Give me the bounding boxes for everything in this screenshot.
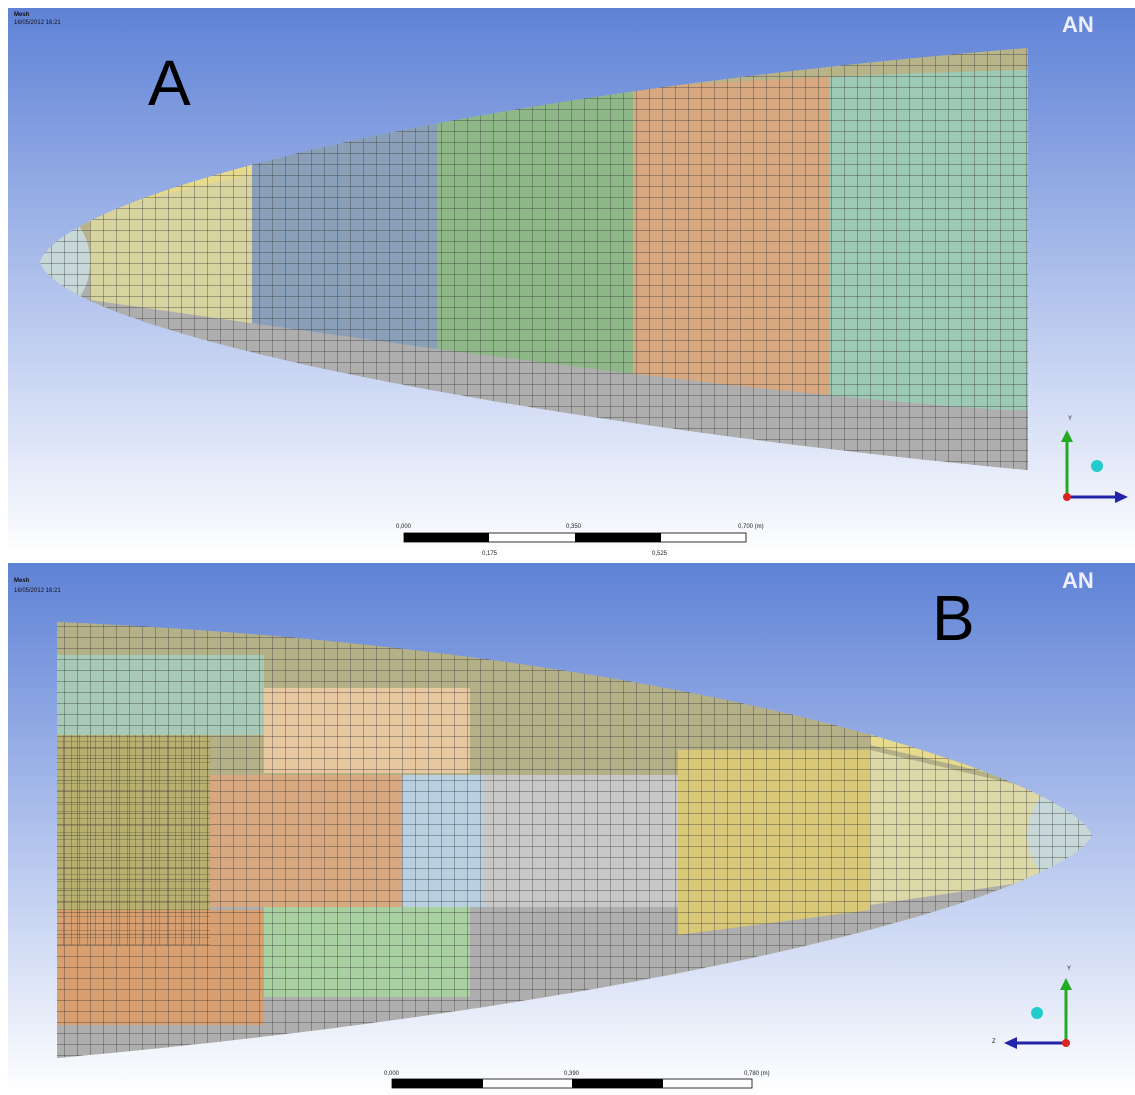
axis-triad: Y Z xyxy=(992,966,1072,1049)
scale-label: 0,390 xyxy=(564,1071,580,1077)
scale-label: 0,175 xyxy=(482,551,498,557)
scale-label: 0,700 (m) xyxy=(738,524,764,530)
scale-label: 0,780 (m) xyxy=(744,1071,770,1077)
scale-label: 0,000 xyxy=(384,1071,400,1077)
logo: AN xyxy=(1062,568,1094,593)
header-date: 16/05/2012 16:21 xyxy=(14,588,61,594)
axis-triad: Y xyxy=(1061,416,1128,503)
scale-bar: 0,000 0,390 0,780 (m) xyxy=(384,1071,770,1089)
logo: AN xyxy=(1062,12,1094,37)
scale-bar: 0,000 0,350 0,700 (m) 0,175 0,525 xyxy=(396,524,764,557)
header-date: 16/05/2012 16:21 xyxy=(14,20,61,26)
axis-label: Y xyxy=(1067,966,1071,972)
panel-b: Mesh 16/05/2012 16:21 AN B 0,000 xyxy=(8,563,1135,1095)
scale-label: 0,350 xyxy=(566,524,582,530)
scale-label: 0,525 xyxy=(652,551,668,557)
axis-label: Y xyxy=(1068,416,1072,422)
panel-a: Mesh 16/05/2012 16:21 AN A 0,000 xyxy=(8,8,1135,558)
axis-label: Z xyxy=(992,1039,996,1045)
mesh-body xyxy=(40,48,1028,470)
panel-label: B xyxy=(932,582,975,654)
scale-label: 0,000 xyxy=(396,524,412,530)
panel-label: A xyxy=(148,47,191,119)
header-title: Mesh xyxy=(14,578,30,584)
header-title: Mesh xyxy=(14,12,30,18)
